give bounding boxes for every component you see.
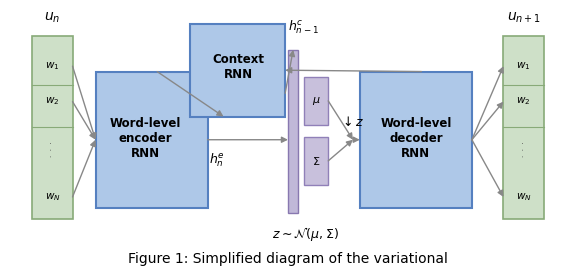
Text: $w_1$: $w_1$ (45, 60, 60, 72)
Text: $w_N$: $w_N$ (44, 191, 60, 203)
Bar (503, 36, 544, 219)
Text: $w_N$: $w_N$ (516, 191, 532, 203)
Bar (190, 24, 285, 116)
Bar (96, 72, 207, 208)
Bar (304, 77, 328, 125)
Text: $h_n^e$: $h_n^e$ (209, 152, 225, 170)
Bar (32, 36, 73, 219)
Text: $z \sim \mathcal{N}(\mu, \Sigma)$: $z \sim \mathcal{N}(\mu, \Sigma)$ (272, 225, 339, 243)
Text: $\downarrow z$: $\downarrow z$ (340, 115, 364, 129)
Text: ·  ·  ·: · · · (521, 141, 526, 157)
Text: ·  ·  ·: · · · (50, 141, 55, 157)
Text: Word-level
encoder
RNN: Word-level encoder RNN (110, 117, 181, 160)
Text: $w_2$: $w_2$ (46, 96, 59, 107)
Text: $w_2$: $w_2$ (517, 96, 530, 107)
Text: $\Sigma$: $\Sigma$ (312, 155, 320, 167)
Text: Figure 1: Simplified diagram of the variational: Figure 1: Simplified diagram of the vari… (128, 252, 448, 267)
Bar (288, 50, 298, 213)
Text: Context
RNN: Context RNN (212, 53, 264, 81)
Bar (304, 137, 328, 185)
Text: $u_{n+1}$: $u_{n+1}$ (506, 11, 541, 25)
Text: $\mu$: $\mu$ (312, 95, 320, 107)
Text: Word-level
decoder
RNN: Word-level decoder RNN (380, 117, 452, 160)
Bar (360, 72, 472, 208)
Text: $u_n$: $u_n$ (44, 11, 60, 25)
Text: $h_{n-1}^c$: $h_{n-1}^c$ (288, 18, 319, 36)
Text: $w_1$: $w_1$ (516, 60, 531, 72)
